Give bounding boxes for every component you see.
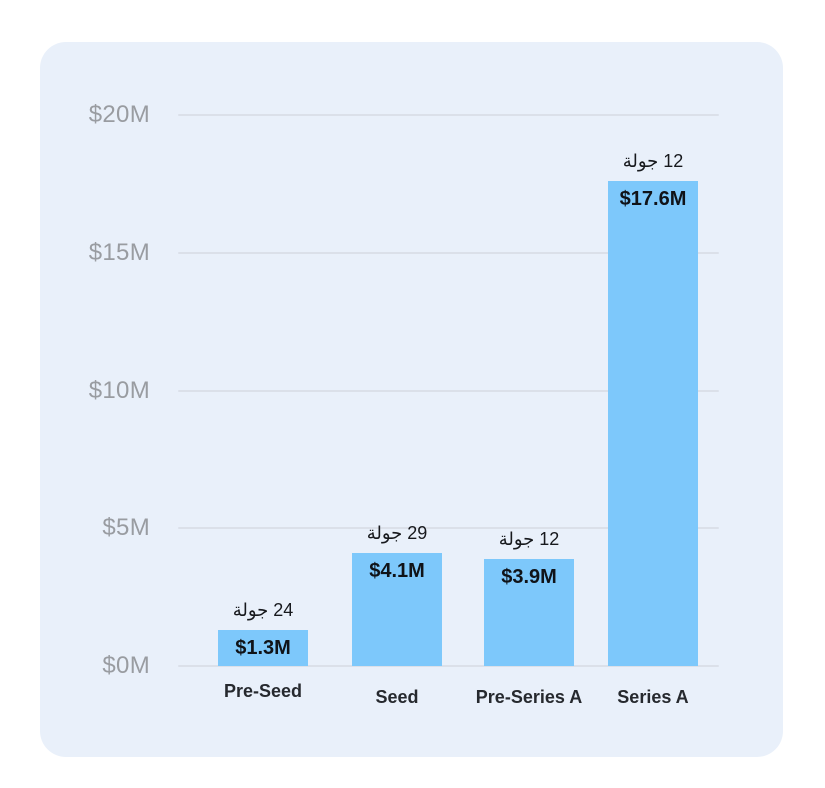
y-axis-tick-label: $20M — [88, 101, 150, 128]
y-axis: $20M $15M $10M $5M $0M — [89, 101, 719, 679]
gridline — [178, 114, 719, 116]
bar-column: 29 جولة $4.1M Seed — [352, 115, 442, 707]
bar-rounds-label: 12 جولة — [622, 151, 684, 172]
bars: 24 جولة $1.3M Pre-Seed 29 جولة $4.1M See… — [178, 115, 719, 707]
bar-value-label: $4.1M — [369, 560, 425, 583]
gridline — [178, 389, 719, 392]
bar-rounds-label: 24 جولة — [232, 600, 294, 621]
bar-rounds-label: 29 جولة — [366, 523, 428, 544]
y-axis-tick-label: $0M — [102, 652, 150, 679]
category-label: Pre-Seed — [223, 681, 303, 701]
gridline — [178, 665, 719, 667]
bar[interactable]: $17.6M — [608, 181, 698, 666]
bar[interactable]: $4.1M — [352, 553, 442, 666]
bar-column: 24 جولة $1.3M Pre-Seed — [218, 115, 308, 701]
bar-column: 12 جولة $3.9M Pre-Series A — [476, 115, 582, 707]
bar-chart: $20M $15M $10M $5M $0M 24 جولة $1.3M Pre… — [89, 101, 719, 707]
bar[interactable]: $1.3M — [218, 630, 308, 666]
y-axis-tick-label: $10M — [88, 376, 150, 404]
bar-value-label: $17.6M — [619, 188, 687, 211]
y-axis-tick-label: $15M — [88, 238, 150, 266]
category-label: Series A — [617, 687, 689, 707]
category-label: Seed — [375, 687, 419, 707]
y-axis-tick-label: $5M — [102, 514, 150, 542]
chart-card: $20M $15M $10M $5M $0M 24 جولة $1.3M Pre… — [40, 42, 783, 757]
bar-rounds-label: 12 جولة — [498, 528, 560, 549]
bar-value-label: $3.9M — [501, 565, 557, 588]
bar[interactable]: $3.9M — [484, 558, 574, 666]
bar-value-label: $1.3M — [235, 637, 291, 660]
gridline — [178, 251, 719, 254]
category-label: Pre-Series A — [475, 687, 583, 707]
gridline — [178, 527, 719, 530]
bar-column: 12 جولة $17.6M Series A — [608, 115, 698, 707]
